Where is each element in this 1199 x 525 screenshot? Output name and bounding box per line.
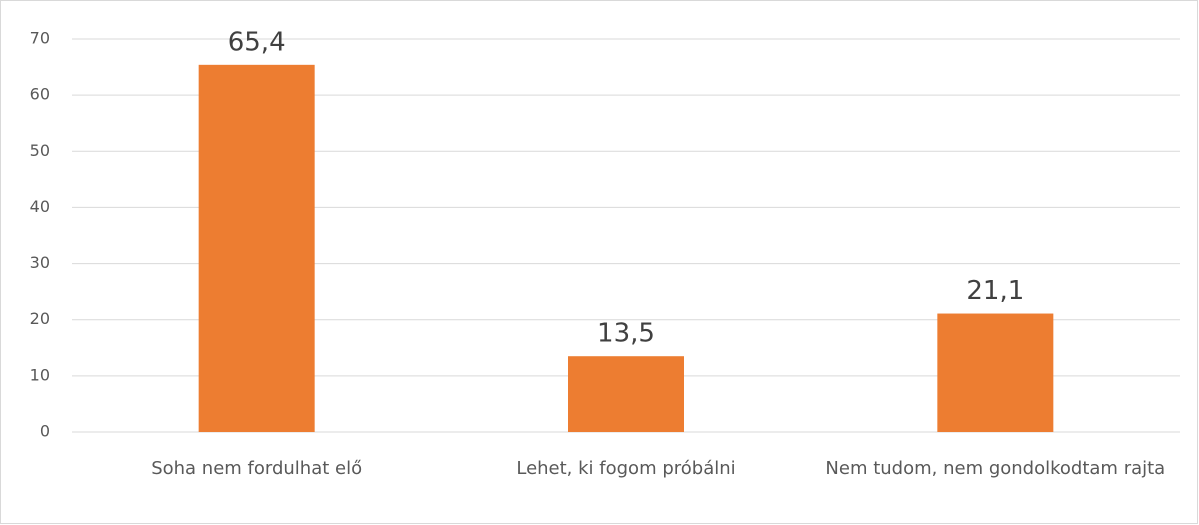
x-tick-label: Nem tudom, nem gondolkodtam rajta	[825, 458, 1166, 479]
y-tick-label: 50	[30, 141, 50, 160]
bar	[937, 313, 1054, 432]
bar	[568, 356, 684, 432]
x-tick-label: Lehet, ki fogom próbálni	[516, 458, 736, 479]
x-tick-label: Soha nem fordulhat elő	[151, 458, 363, 479]
y-tick-label: 60	[30, 85, 50, 104]
data-label: 21,1	[966, 276, 1024, 306]
y-tick-label: 40	[30, 197, 50, 216]
data-label: 65,4	[228, 27, 286, 57]
bar	[198, 64, 315, 432]
y-tick-label: 20	[30, 309, 50, 328]
data-label: 13,5	[597, 319, 655, 349]
y-tick-label: 70	[30, 29, 50, 48]
y-tick-label: 30	[30, 253, 50, 272]
y-tick-label: 0	[40, 422, 50, 441]
y-tick-label: 10	[30, 365, 50, 384]
